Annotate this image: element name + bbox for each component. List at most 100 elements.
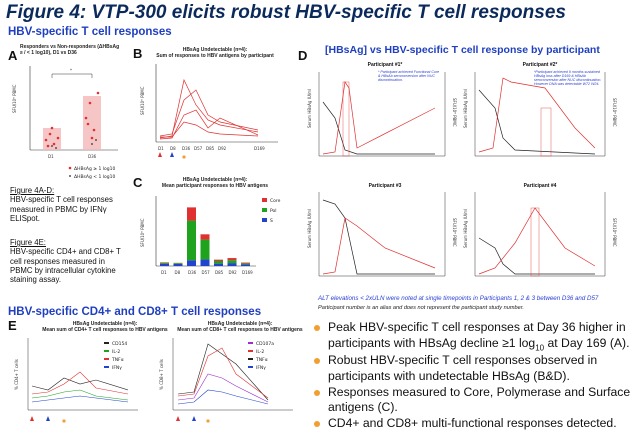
panel-b-x-4: D85 [206,146,215,151]
summary-bullets: Peak HBV-specific T cell responses at Da… [312,320,638,431]
bar-core-d36 [187,207,196,221]
panel-d-footnote-2: Participant number is an alias and does … [318,305,524,311]
panel-a-x-d1: D1 [48,154,54,159]
participant-2-title: Participant #2* [522,62,558,68]
bar-s-d36 [187,260,196,266]
panel-b-x-1: D8 [170,146,176,151]
cd8-legend-2: TNFα [255,357,268,363]
caption-4e-head: Figure 4E: [10,238,46,247]
panel-c-label: C [133,175,143,190]
bar-pol-d8 [173,263,183,264]
caption-4e: Figure 4E: HBV-specific CD4+ and CD8+ T … [10,238,128,285]
tick-label-d1: D1 [161,270,167,275]
legend-core-swatch [262,198,267,202]
cd8-legend-3: IFNγ [256,365,266,371]
panel-a-label: A [8,48,18,63]
panel-e-cd4-title-2: Mean sum of CD4+ T cell responses to HBV… [42,326,168,333]
bar-core-d169 [241,262,250,264]
panel-b-x-2: D36 [182,146,191,151]
caption-4a-d: Figure 4A-D: HBV-specific T cell respons… [10,186,128,223]
section-heading-top: HBV-specific T cell responses [8,26,172,38]
p3-ylabel-right: SFU/10⁶ PBMC [452,218,457,247]
tick-label-d85: D85 [215,270,224,275]
bullet-1: Peak HBV-specific T cell responses at Da… [312,320,638,353]
panel-a-x-d36: D36 [88,154,97,159]
panel-a-chart: SFU/10⁶ PBMC * D1 D36 ΔHBsAg ≥ 1 log10 Δ… [12,66,118,180]
panel-c-ylabel: SFU/10⁶ PBMC [140,218,145,247]
bar-pol-d92 [227,260,237,264]
participant-2-note: *Participant achieved 9 months sustained… [534,70,602,87]
bar-s-d57 [200,259,210,266]
tick-label-d92: D92 [229,270,238,275]
panel-a-ylabel: SFU/10⁶ PBMC [12,84,17,113]
bar-pol-d36 [187,220,196,261]
bar-s-d169 [241,264,250,266]
cd8-legend-1: IL-2 [256,349,264,355]
panel-e-cd8-title: HBsAg Undetectable (n=4): Mean sum of CD… [175,321,305,333]
panel-b-title: HBsAg Undetectable (n=4): Sum of respons… [145,47,285,59]
tick-label-d57: D57 [202,270,211,275]
panel-b-x-3: D57 [194,146,203,151]
bullet-3: Responses measured to Core, Polymerase a… [312,385,638,416]
panel-d-label: D [298,48,308,63]
panel-a-stat: * [70,68,72,73]
section-heading-bottom: HBV-specific CD4+ and CD8+ T cell respon… [8,306,262,318]
dose-marker-icon [46,416,50,421]
figure-title: Figure 4: VTP-300 elicits robust HBV-spe… [6,2,566,23]
panel-e-cd4-title: HBsAg Undetectable (n=4): Mean sum of CD… [40,321,170,333]
tick-label-d169: D169 [242,270,253,275]
bar-core-d1 [160,262,169,263]
dose-marker-icon [206,419,210,423]
participant-4-chart: Serum HBsAg IU/ml SFU/10⁶ PBMC [463,192,617,277]
dose-marker-icon [170,152,174,157]
p2-ylabel-right: SFU/10⁶ PBMC [612,98,617,127]
dose-marker-icon [176,416,180,421]
panel-e-cd8-title-2: Mean sum of CD8+ T cell responses to HBV… [177,326,303,333]
p1-ylabel-left: Serum HBsAg IU/ml [307,89,312,128]
cd4-legend-0: CD154 [112,341,127,347]
bullet-4: CD4+ and CD8+ multi-functional responses… [312,416,638,432]
bar-s-d85 [214,263,223,266]
cd4-legend-3: IFNγ [112,365,122,371]
panel-c-chart: SFU/10⁶ PBMC D1 D8 D36 D57 D85 D92 D169 Core P… [140,196,281,275]
panel-c-legend-s: S [270,218,273,224]
panel-e-cd8-title-1: HBsAg Undetectable (n=4): [207,321,273,327]
legend-s-swatch [262,218,267,222]
participant-1-title: Participant #1* [367,62,403,68]
caption-4a-d-head: Figure 4A-D: [10,186,55,195]
bullet-1-sub: 10 [535,343,545,353]
panel-a-bar-d36 [83,96,101,150]
bullet-1-post: at Day 169 (A). [544,335,630,350]
bullet-2: Robust HBV-specific T cell responses obs… [312,353,638,384]
cd4-legend-2: TNFα [111,357,124,363]
panel-e-label: E [8,318,17,333]
panel-a-legend-1: ΔHBsAg ≥ 1 log10 [74,166,115,172]
panel-b-chart: SFU/10⁶ PBMC D1 D8 D36 D57 D85 D92 D169 [140,64,278,159]
panel-c-title-2: Mean participant responses to HBV antige… [161,182,269,189]
panel-c-legend-core: Core [270,198,281,204]
panel-b-x-6: D169 [254,146,265,151]
tick-label-d8: D8 [175,270,181,275]
dose-marker-icon [158,152,162,157]
cd8-ylabel: % CD8+ T cells [159,359,164,390]
panel-c-legend-pol: Pol [270,208,277,214]
panel-b-title-1: HBsAg Undetectable (n=4): [182,47,248,53]
cd4-ylabel: % CD4+ T cells [14,359,19,390]
p4-ylabel-right: SFU/10⁶ PBMC [612,218,617,247]
panel-c-title-1: HBsAg Undetectable (n=4): [182,177,248,183]
dose-marker-icon [182,155,186,159]
bar-s-d92 [227,263,237,266]
dose-marker-icon [62,419,66,423]
panel-b-ylabel: SFU/10⁶ PBMC [140,86,145,115]
panel-d-footnote-1: ALT elevations < 2xULN were noted at sin… [318,295,599,302]
panel-b-title-2: Sum of responses to HBV antigens by part… [156,52,274,59]
p4-ylabel-left: Serum HBsAg IU/ml [463,209,468,248]
panel-b-x-5: D92 [218,146,227,151]
panel-d-title: [HBsAg] vs HBV-specific T cell response … [325,44,600,56]
bar-core-d57 [200,234,210,240]
panel-b-label: B [133,46,143,61]
cd8-legend-0: CD107a [256,341,274,347]
participant-2-chart: Serum HBsAg IU/ml SFU/10⁶ PBMC [463,72,617,157]
bullet-1-text: Peak HBV-specific T cell responses at Da… [328,320,626,350]
dose-marker-icon [30,416,34,421]
